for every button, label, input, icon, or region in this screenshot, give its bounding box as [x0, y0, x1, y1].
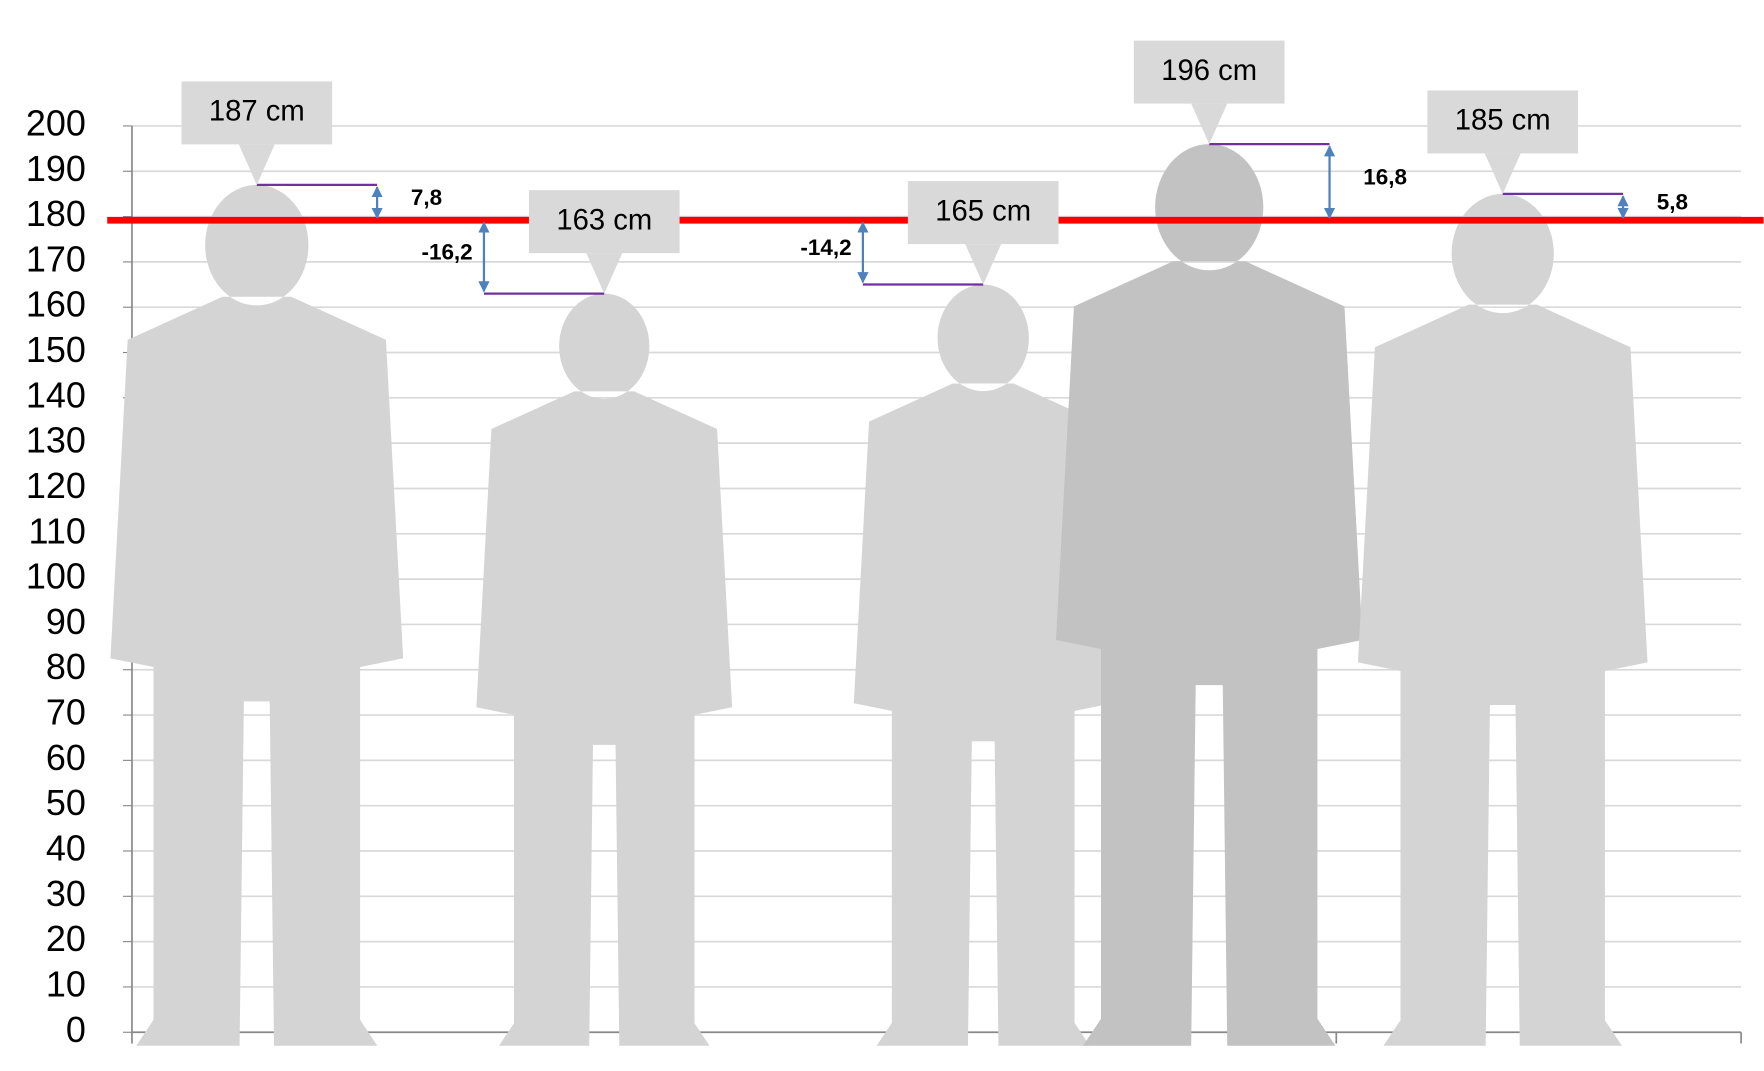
y-tick-label: 130	[26, 420, 86, 461]
callout-pointer	[1484, 153, 1521, 194]
y-tick-label: 110	[29, 510, 86, 551]
person-silhouette	[853, 284, 1113, 1046]
y-tick-label: 120	[26, 465, 86, 506]
y-tick-label: 150	[26, 329, 86, 370]
difference-label: -14,2	[800, 235, 851, 260]
figures	[110, 144, 1648, 1046]
y-tick-label: 90	[46, 601, 86, 642]
height-label: 187 cm	[209, 96, 305, 128]
person-silhouette	[110, 184, 404, 1046]
callout-box	[1427, 90, 1579, 154]
callout-box	[181, 81, 333, 145]
y-tick-label: 70	[46, 692, 86, 733]
y-tick-label: 160	[26, 284, 86, 325]
y-tick-label: 140	[26, 374, 86, 415]
difference-label: 5,8	[1657, 190, 1688, 215]
y-tick-label: 40	[46, 828, 86, 869]
y-tick-label: 60	[46, 737, 86, 778]
y-tick-label: 200	[26, 102, 86, 143]
person-silhouette	[1357, 193, 1648, 1046]
annotations: 7,8 187 cm -16,2 163 cm -14,2 165 cm 16,8 196 c…	[107, 40, 1764, 295]
height-label: 196 cm	[1161, 55, 1257, 87]
y-tick-label: 80	[46, 646, 86, 687]
height-label: 165 cm	[935, 195, 1031, 227]
y-tick-label: 180	[26, 193, 86, 234]
callout-pointer	[238, 144, 275, 185]
difference-label: 7,8	[411, 185, 442, 210]
y-tick-label: 170	[26, 238, 86, 279]
y-tick-label: 0	[66, 1009, 86, 1050]
y-tick-label: 50	[46, 782, 86, 823]
person-silhouette	[476, 293, 733, 1046]
callout-box	[907, 181, 1059, 245]
callout-box	[1133, 40, 1285, 104]
y-tick-label: 20	[46, 918, 86, 959]
callout-pointer	[1191, 103, 1228, 145]
height-label: 163 cm	[556, 204, 652, 236]
y-tick-label: 30	[46, 873, 86, 914]
difference-label: 16,8	[1363, 165, 1407, 190]
y-tick-label: 190	[26, 148, 86, 189]
height-label: 185 cm	[1455, 105, 1551, 137]
person-silhouette	[1055, 144, 1363, 1046]
callout-pointer	[965, 244, 1002, 285]
difference-label: -16,2	[421, 239, 472, 264]
callout-box	[528, 190, 680, 254]
y-tick-label: 100	[26, 556, 86, 597]
callout-pointer	[586, 253, 623, 294]
y-tick-label: 10	[46, 963, 86, 1004]
